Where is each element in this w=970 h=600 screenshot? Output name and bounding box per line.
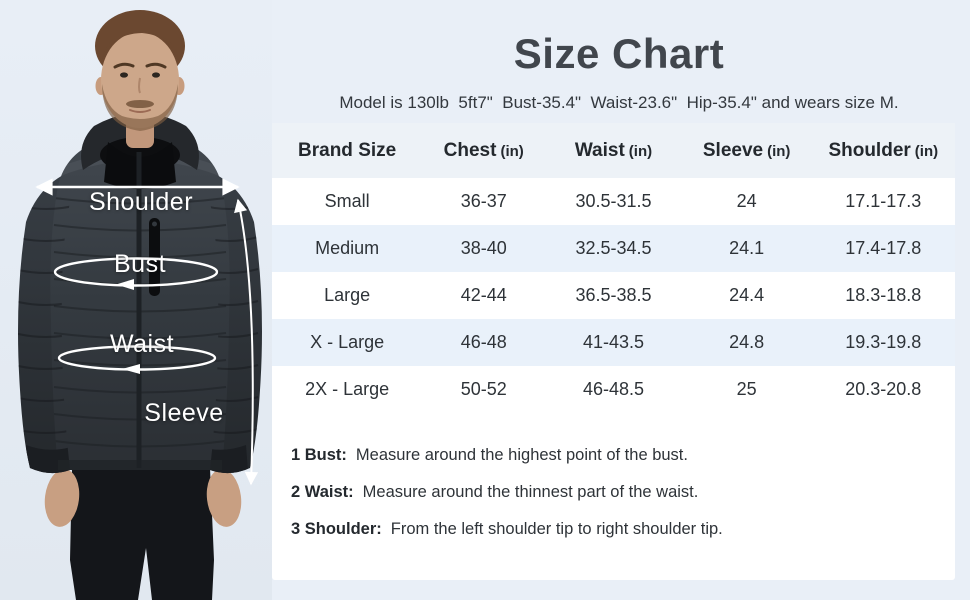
col-header-brand-size: Brand Size	[272, 123, 423, 178]
table-row-medium: Medium 38-40 32.5-34.5 24.1 17.4-17.8	[272, 225, 955, 272]
col-header-waist: Waist (in)	[545, 123, 682, 178]
table-cell: 36-37	[460, 191, 507, 211]
note-label: 1 Bust:	[291, 446, 347, 464]
table-cell: 25	[736, 379, 757, 399]
table-cell: 38-40	[460, 238, 507, 258]
note-text: Measure around the thinnest part of the …	[362, 482, 699, 501]
man-illustration	[18, 10, 262, 600]
measurement-notes: 1 Bust: Measure around the highest point …	[272, 413, 955, 539]
table-cell: 18.3-18.8	[845, 285, 922, 305]
table-cell: 32.5-34.5	[575, 238, 652, 258]
table-row-2x-large: 2X - Large 50-52 46-48.5 25 20.3-20.8	[272, 366, 955, 413]
size-table: Brand Size Chest (in) Waist (in) Sleeve (in…	[272, 123, 955, 413]
table-cell: 36.5-38.5	[575, 285, 652, 305]
table-cell: 30.5-31.5	[575, 191, 652, 211]
chest-pocket-zipper	[149, 218, 160, 296]
col-header-chest: Chest (in)	[422, 123, 546, 178]
size-chart-panel: Brand Size Chest (in) Waist (in) Sleeve (in…	[272, 123, 955, 580]
table-cell: Medium	[315, 238, 380, 258]
table-cell: 46-48	[460, 332, 507, 352]
table-cell: Large	[324, 285, 371, 305]
table-cell: 24.1	[729, 238, 765, 258]
table-row-large: Large 42-44 36.5-38.5 24.4 18.3-18.8	[272, 272, 955, 319]
table-header-row: Brand Size Chest (in) Waist (in) Sleeve (in…	[272, 123, 955, 178]
note-text: Measure around the highest point of the …	[355, 446, 688, 464]
table-row-x-large: X - Large 46-48 41-43.5 24.8 19.3-19.8	[272, 319, 955, 366]
note-shoulder: 3 Shoulder: From the left shoulder tip to…	[291, 520, 945, 539]
bust-ellipse	[53, 257, 219, 287]
table-cell: 19.3-19.8	[845, 332, 922, 352]
note-label: 2 Waist:	[291, 482, 354, 501]
col-header-shoulder: Shoulder (in)	[811, 123, 955, 178]
table-cell: 24.4	[729, 285, 765, 305]
table-cell: 41-43.5	[582, 332, 645, 352]
table-cell: Small	[324, 191, 370, 211]
right-hand	[206, 469, 242, 527]
model-info-subtitle: Model is 130lb 5ft7" Bust-35.4" Waist-23…	[339, 93, 899, 112]
col-header-sleeve: Sleeve (in)	[681, 123, 812, 178]
left-hand	[44, 469, 80, 527]
model-photo: Shoulder Bust Waist Sleeve	[0, 0, 272, 600]
table-cell: 24	[736, 191, 757, 211]
table-cell: 46-48.5	[582, 379, 645, 399]
table-cell: 50-52	[460, 379, 507, 399]
table-cell: X - Large	[310, 332, 385, 352]
pants	[70, 468, 214, 600]
note-bust: 1 Bust: Measure around the highest point …	[291, 446, 945, 465]
sleeve-arrow	[234, 198, 259, 486]
note-waist: 2 Waist: Measure around the thinnest part…	[291, 483, 945, 502]
table-row-small: Small 36-37 30.5-31.5 24 17.1-17.3	[272, 178, 955, 225]
table-cell: 42-44	[460, 285, 507, 305]
note-label: 3 Shoulder:	[291, 519, 382, 538]
face	[101, 32, 179, 128]
table-cell: 17.1-17.3	[845, 191, 922, 211]
table-cell: 2X - Large	[305, 379, 390, 399]
note-text: From the left shoulder tip to right shou…	[390, 519, 723, 538]
beard	[102, 84, 178, 131]
table-cell: 17.4-17.8	[845, 238, 922, 258]
table-cell: 24.8	[729, 332, 765, 352]
page-title: Size Chart	[513, 30, 725, 77]
table-cell: 20.3-20.8	[845, 379, 922, 399]
